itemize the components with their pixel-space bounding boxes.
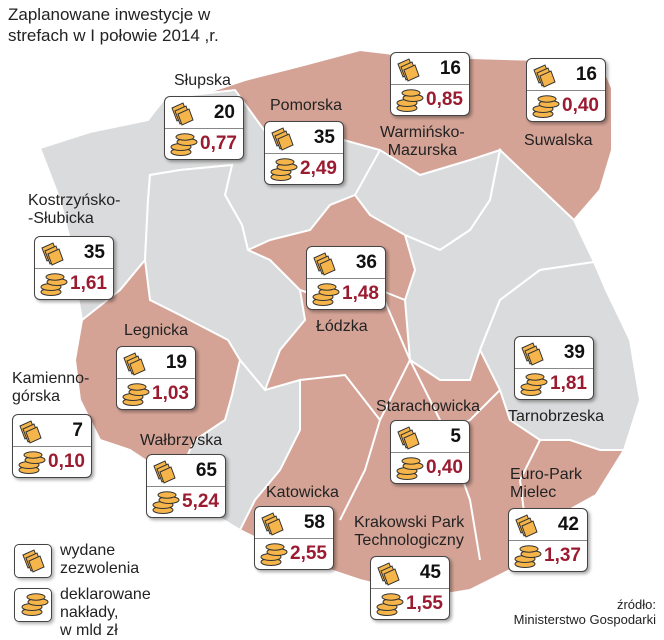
zone-card-europark: 42 1,37 bbox=[508, 508, 588, 572]
zone-card-suwalska: 16 0,40 bbox=[526, 58, 606, 122]
legend-outlays-label: deklarowane nakłady, w mld zł bbox=[60, 586, 151, 639]
permits-count: 20 bbox=[213, 102, 235, 123]
outlays-value: 1,48 bbox=[342, 283, 379, 304]
permits-count: 35 bbox=[313, 127, 335, 148]
zone-label-starachowicka: Starachowicka bbox=[376, 398, 481, 415]
outlays-value: 1,61 bbox=[70, 273, 107, 294]
region-center-west-gray bbox=[143, 163, 307, 392]
zone-card-pomorska: 35 2,49 bbox=[264, 121, 344, 185]
outlays-value: 1,81 bbox=[550, 373, 587, 394]
zone-card-starachowicka: 5 0,40 bbox=[390, 420, 470, 484]
zone-label-pomorska: Pomorska bbox=[270, 97, 343, 114]
outlays-value: 1,37 bbox=[544, 545, 581, 566]
outlays-value: 2,55 bbox=[290, 543, 327, 564]
outlays-value: 0,85 bbox=[426, 89, 463, 110]
outlays-value: 0,40 bbox=[562, 95, 599, 116]
outlays-value: 1,55 bbox=[406, 593, 443, 614]
zone-label-tarnobrzeska: Tarnobrzeska bbox=[508, 408, 605, 425]
permits-count: 16 bbox=[439, 58, 461, 79]
zone-card-walbrzyska: 65 5,24 bbox=[146, 454, 226, 518]
permits-count: 19 bbox=[165, 352, 187, 373]
outlays-value: 0,10 bbox=[48, 451, 85, 472]
zone-label-legnicka: Legnicka bbox=[124, 322, 189, 339]
zone-card-katowicka: 58 2,55 bbox=[254, 506, 334, 570]
zone-card-krakowski: 45 1,55 bbox=[370, 556, 450, 620]
permits-count: 36 bbox=[355, 252, 377, 273]
legend-permits-label: wydane zezwolenia bbox=[60, 542, 140, 577]
permits-count: 42 bbox=[557, 514, 579, 535]
zone-label-krakowski: Krakowski Park Technologiczny bbox=[354, 514, 465, 549]
zone-label-katowicka: Katowicka bbox=[266, 484, 339, 501]
zone-card-kamiennogorska: 7 0,10 bbox=[12, 414, 92, 478]
map-title: Zaplanowane inwestycje w strefach w I po… bbox=[8, 5, 219, 45]
zone-card-tarnobrzeska: 39 1,81 bbox=[514, 336, 594, 400]
outlays-value: 5,24 bbox=[182, 491, 219, 512]
zone-card-warminsko: 16 0,85 bbox=[390, 52, 470, 116]
permits-count: 7 bbox=[72, 420, 83, 441]
permits-count: 16 bbox=[575, 64, 597, 85]
zone-label-kostrzynsko: Kostrzyńsko- -Słubicka bbox=[28, 192, 121, 227]
zone-card-lodzka: 36 1,48 bbox=[306, 246, 386, 310]
outlays-value: 0,77 bbox=[200, 133, 237, 154]
zone-label-slupska: Słupska bbox=[174, 72, 231, 89]
permits-count: 39 bbox=[563, 342, 585, 363]
permits-count: 35 bbox=[83, 242, 105, 263]
source-note: źródło: Ministerstwo Gospodarki bbox=[513, 597, 656, 627]
outlays-value: 0,40 bbox=[426, 457, 463, 478]
zone-label-europark: Euro-Park Mielec bbox=[510, 466, 583, 501]
permits-count: 58 bbox=[303, 512, 325, 533]
zone-card-slupska: 20 0,77 bbox=[164, 96, 244, 160]
permits-count: 5 bbox=[450, 426, 461, 447]
outlays-value: 2,49 bbox=[300, 158, 337, 179]
permits-count: 45 bbox=[419, 562, 441, 583]
zone-card-kostrzynsko: 35 1,61 bbox=[34, 236, 114, 300]
outlays-value: 1,03 bbox=[152, 383, 189, 404]
zone-label-suwalska: Suwalska bbox=[524, 132, 593, 149]
zone-card-legnicka: 19 1,03 bbox=[116, 346, 196, 410]
permits-count: 65 bbox=[195, 460, 217, 481]
zone-label-kamiennogorska: Kamienno- górska bbox=[12, 370, 90, 405]
zone-label-warminsko: Warmińsko- Mazurska bbox=[380, 124, 465, 159]
zone-label-lodzka: Łódzka bbox=[316, 318, 368, 335]
zone-label-walbrzyska: Wałbrzyska bbox=[140, 432, 223, 449]
